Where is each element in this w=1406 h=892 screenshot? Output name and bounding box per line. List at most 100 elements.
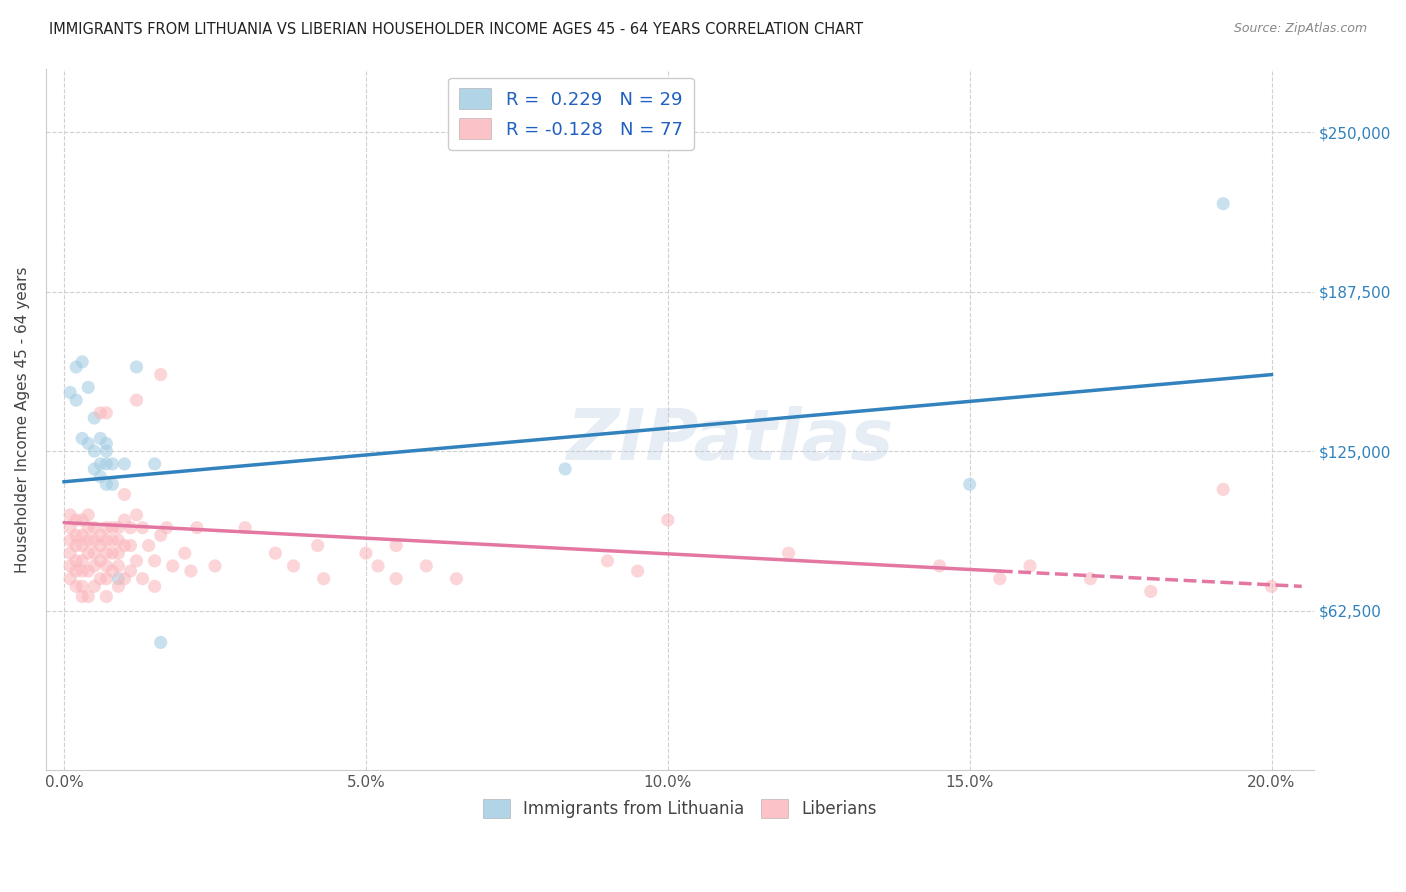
Point xyxy=(96,444,118,458)
Point xyxy=(173,546,195,560)
Point xyxy=(1212,483,1234,497)
Point xyxy=(120,564,142,578)
Point xyxy=(107,572,129,586)
Point xyxy=(70,513,93,527)
Point xyxy=(107,558,129,573)
Point xyxy=(131,521,153,535)
Point xyxy=(107,521,129,535)
Point xyxy=(89,457,111,471)
Point xyxy=(233,521,256,535)
Point xyxy=(59,533,82,548)
Point xyxy=(65,539,87,553)
Point xyxy=(125,393,148,408)
Point xyxy=(96,546,118,560)
Point xyxy=(65,513,87,527)
Point xyxy=(596,554,619,568)
Point xyxy=(149,368,172,382)
Point xyxy=(83,558,105,573)
Point xyxy=(186,521,208,535)
Point xyxy=(283,558,305,573)
Point xyxy=(107,533,129,548)
Point xyxy=(89,406,111,420)
Point xyxy=(89,572,111,586)
Point xyxy=(70,590,93,604)
Point xyxy=(96,406,118,420)
Point xyxy=(312,572,335,586)
Point xyxy=(125,554,148,568)
Point xyxy=(65,393,87,408)
Point xyxy=(114,572,136,586)
Point xyxy=(59,558,82,573)
Point xyxy=(89,469,111,483)
Point xyxy=(959,477,981,491)
Point xyxy=(65,554,87,568)
Point xyxy=(96,572,118,586)
Point xyxy=(70,431,93,445)
Point xyxy=(77,533,100,548)
Point xyxy=(354,546,377,560)
Point xyxy=(101,521,124,535)
Point xyxy=(70,539,93,553)
Point xyxy=(1260,579,1282,593)
Point xyxy=(83,579,105,593)
Point xyxy=(96,436,118,450)
Point xyxy=(77,508,100,522)
Point xyxy=(83,521,105,535)
Point xyxy=(96,521,118,535)
Point xyxy=(657,513,679,527)
Point xyxy=(778,546,800,560)
Point xyxy=(89,528,111,542)
Text: Source: ZipAtlas.com: Source: ZipAtlas.com xyxy=(1233,22,1367,36)
Point xyxy=(626,564,648,578)
Point xyxy=(385,572,408,586)
Point xyxy=(107,579,129,593)
Point xyxy=(204,558,226,573)
Point xyxy=(107,546,129,560)
Point xyxy=(143,554,166,568)
Point xyxy=(59,546,82,560)
Point xyxy=(101,564,124,578)
Point xyxy=(96,477,118,491)
Point xyxy=(149,528,172,542)
Point xyxy=(89,431,111,445)
Point xyxy=(120,539,142,553)
Point xyxy=(114,539,136,553)
Point xyxy=(307,539,329,553)
Point xyxy=(65,564,87,578)
Point xyxy=(114,457,136,471)
Point xyxy=(131,572,153,586)
Point xyxy=(928,558,950,573)
Point xyxy=(385,539,408,553)
Point xyxy=(1139,584,1161,599)
Point xyxy=(101,546,124,560)
Point xyxy=(70,355,93,369)
Point xyxy=(59,572,82,586)
Point xyxy=(96,590,118,604)
Point xyxy=(162,558,184,573)
Point xyxy=(125,508,148,522)
Point xyxy=(180,564,202,578)
Text: IMMIGRANTS FROM LITHUANIA VS LIBERIAN HOUSEHOLDER INCOME AGES 45 - 64 YEARS CORR: IMMIGRANTS FROM LITHUANIA VS LIBERIAN HO… xyxy=(49,22,863,37)
Point xyxy=(83,462,105,476)
Point xyxy=(70,528,93,542)
Point xyxy=(70,554,93,568)
Point xyxy=(114,513,136,527)
Point xyxy=(83,533,105,548)
Point xyxy=(143,457,166,471)
Point xyxy=(70,579,93,593)
Point xyxy=(101,477,124,491)
Point xyxy=(125,359,148,374)
Point xyxy=(114,487,136,501)
Point xyxy=(65,528,87,542)
Point xyxy=(149,635,172,649)
Text: ZIPatlas: ZIPatlas xyxy=(567,406,894,475)
Point xyxy=(83,444,105,458)
Point xyxy=(83,411,105,425)
Point xyxy=(138,539,160,553)
Point xyxy=(83,546,105,560)
Point xyxy=(77,546,100,560)
Point xyxy=(77,521,100,535)
Point xyxy=(77,564,100,578)
Legend: Immigrants from Lithuania, Liberians: Immigrants from Lithuania, Liberians xyxy=(477,792,883,825)
Point xyxy=(101,533,124,548)
